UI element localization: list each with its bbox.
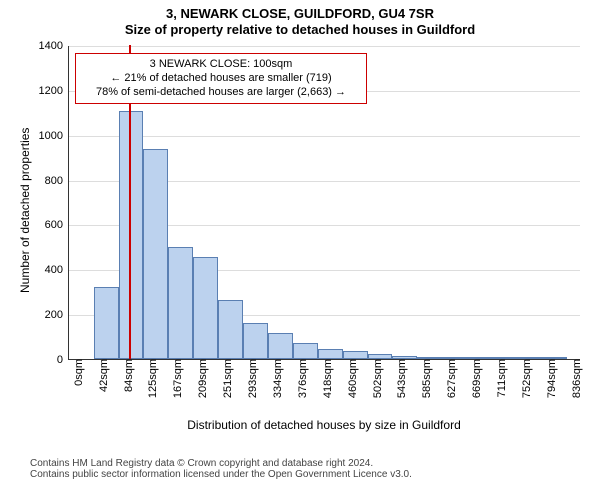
y-tick-label: 1400 (39, 40, 69, 52)
x-tick-label: 627sqm (442, 359, 458, 398)
x-tick-label: 711sqm (492, 359, 508, 397)
x-tick-label: 669sqm (467, 359, 483, 398)
y-tick-label: 200 (45, 309, 69, 321)
y-axis-label: Number of detached properties (18, 128, 32, 293)
histogram-bar (318, 349, 343, 359)
x-tick-label: 794sqm (542, 359, 558, 398)
x-tick-label: 752sqm (517, 359, 533, 398)
x-axis-label: Distribution of detached houses by size … (68, 418, 580, 432)
y-tick-label: 600 (45, 219, 69, 231)
x-tick-label: 376sqm (293, 359, 309, 398)
x-tick-label: 0sqm (69, 359, 85, 386)
annotation-line1: 3 NEWARK CLOSE: 100sqm (84, 58, 358, 72)
attribution-footer: Contains HM Land Registry data © Crown c… (30, 458, 412, 480)
x-tick-label: 502sqm (368, 359, 384, 398)
histogram-bar (243, 323, 267, 359)
x-tick-label: 293sqm (243, 359, 259, 398)
histogram-bar (143, 149, 168, 359)
histogram-bar (293, 343, 318, 359)
title-line2: Size of property relative to detached ho… (0, 22, 600, 38)
gridline (69, 46, 580, 47)
chart-title: 3, NEWARK CLOSE, GUILDFORD, GU4 7SRSize … (0, 0, 600, 39)
x-tick-label: 125sqm (143, 359, 159, 398)
x-tick-label: 460sqm (343, 359, 359, 398)
y-tick-label: 1200 (39, 85, 69, 97)
x-tick-label: 84sqm (119, 359, 135, 392)
x-tick-label: 334sqm (268, 359, 284, 398)
y-tick-label: 800 (45, 175, 69, 187)
x-tick-label: 836sqm (567, 359, 583, 398)
x-tick-label: 251sqm (218, 359, 234, 398)
gridline (69, 136, 580, 137)
figure: 3, NEWARK CLOSE, GUILDFORD, GU4 7SRSize … (0, 0, 600, 500)
histogram-bar (193, 257, 218, 359)
y-tick-label: 400 (45, 264, 69, 276)
histogram-bar (343, 351, 368, 359)
y-tick-label: 0 (57, 354, 69, 366)
title-line1: 3, NEWARK CLOSE, GUILDFORD, GU4 7SR (0, 6, 600, 22)
histogram-bar (94, 287, 119, 359)
x-tick-label: 418sqm (318, 359, 334, 398)
y-tick-label: 1000 (39, 130, 69, 142)
histogram-bar (119, 111, 143, 359)
histogram-bar (168, 247, 193, 359)
histogram-bar (268, 333, 293, 359)
x-tick-label: 42sqm (94, 359, 110, 392)
x-tick-label: 585sqm (417, 359, 433, 398)
histogram-bar (218, 300, 243, 359)
annotation-line3: 78% of semi-detached houses are larger (… (84, 86, 358, 100)
x-tick-label: 209sqm (193, 359, 209, 398)
annotation-line2: ← 21% of detached houses are smaller (71… (84, 72, 358, 86)
footer-line1: Contains HM Land Registry data © Crown c… (30, 458, 412, 469)
annotation-box: 3 NEWARK CLOSE: 100sqm ← 21% of detached… (75, 53, 367, 104)
footer-line2: Contains public sector information licen… (30, 469, 412, 480)
x-tick-label: 167sqm (168, 359, 184, 398)
x-tick-label: 543sqm (392, 359, 408, 398)
